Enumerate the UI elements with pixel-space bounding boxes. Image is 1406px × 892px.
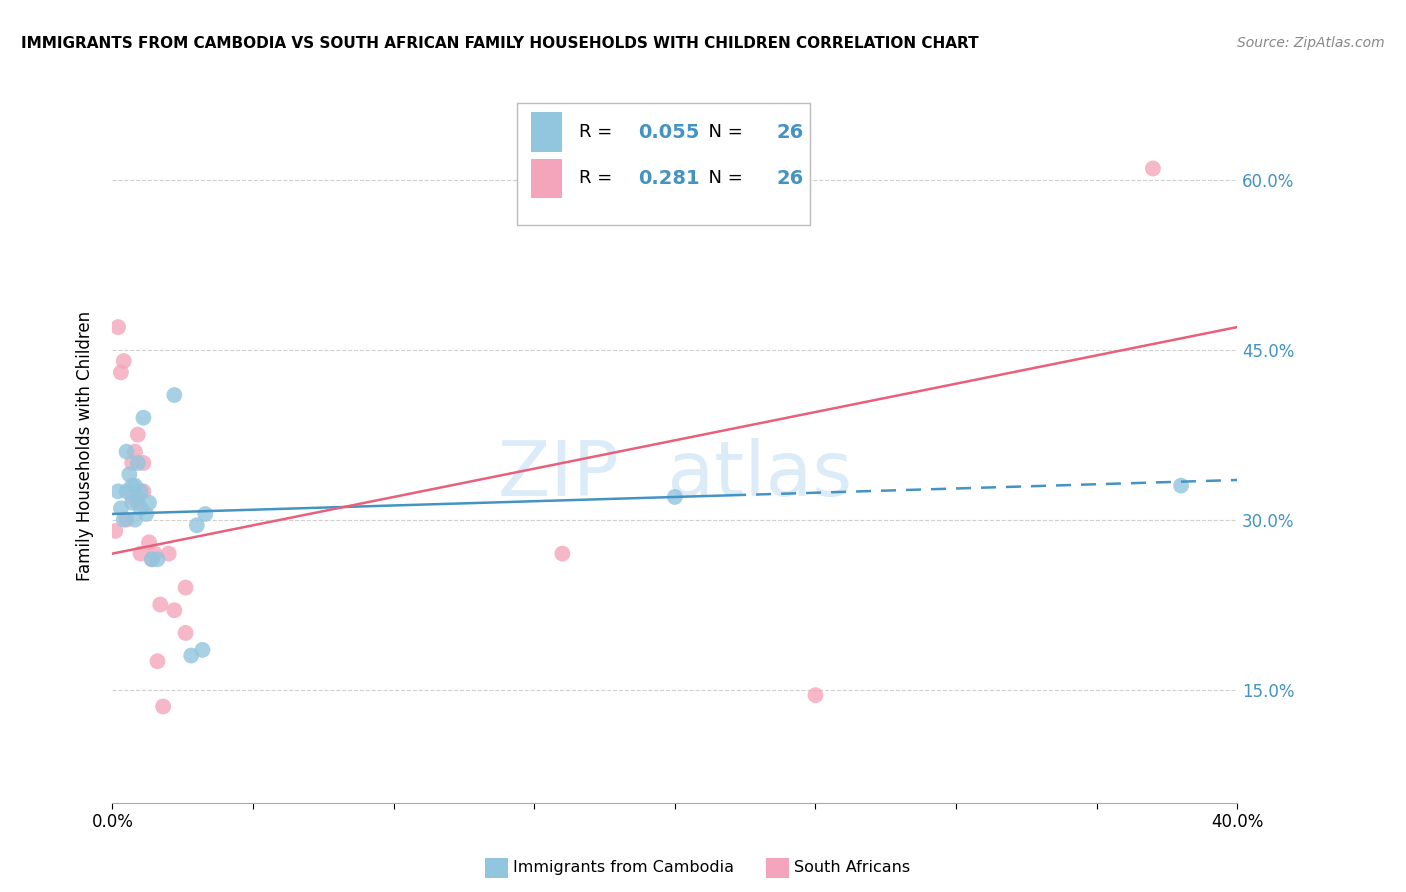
Text: R =: R = <box>579 123 619 141</box>
Point <box>191 643 214 657</box>
Text: IMMIGRANTS FROM CAMBODIA VS SOUTH AFRICAN FAMILY HOUSEHOLDS WITH CHILDREN CORREL: IMMIGRANTS FROM CAMBODIA VS SOUTH AFRICA… <box>21 36 979 51</box>
Point <box>132 410 155 425</box>
Point <box>174 626 197 640</box>
Point <box>129 501 152 516</box>
Point <box>110 501 132 516</box>
Text: N =: N = <box>697 123 749 141</box>
Point <box>1170 478 1192 492</box>
Point <box>138 495 160 509</box>
Point <box>107 320 129 334</box>
Point <box>146 552 169 566</box>
Point <box>127 495 149 509</box>
Point <box>121 495 143 509</box>
FancyBboxPatch shape <box>517 103 810 225</box>
Text: R =: R = <box>579 169 619 187</box>
Point <box>104 524 127 538</box>
Point <box>110 365 132 379</box>
Point <box>186 518 208 533</box>
Point <box>664 490 686 504</box>
Text: Immigrants from Cambodia: Immigrants from Cambodia <box>513 861 734 875</box>
Y-axis label: Family Households with Children: Family Households with Children <box>76 311 94 581</box>
Point <box>124 513 146 527</box>
Point <box>157 547 180 561</box>
Point <box>127 456 149 470</box>
Text: Source: ZipAtlas.com: Source: ZipAtlas.com <box>1237 36 1385 50</box>
Point <box>143 547 166 561</box>
Point <box>132 484 155 499</box>
Point <box>115 444 138 458</box>
Point <box>112 513 135 527</box>
Text: 0.055: 0.055 <box>638 122 699 142</box>
Point <box>141 552 163 566</box>
Point <box>124 478 146 492</box>
Point <box>121 478 143 492</box>
Text: 26: 26 <box>776 122 803 142</box>
Point <box>124 444 146 458</box>
Point <box>551 547 574 561</box>
Point <box>135 507 157 521</box>
Point <box>138 535 160 549</box>
Text: N =: N = <box>697 169 749 187</box>
Point <box>180 648 202 663</box>
Point <box>152 699 174 714</box>
FancyBboxPatch shape <box>531 112 562 152</box>
Point <box>121 456 143 470</box>
Point <box>146 654 169 668</box>
Point <box>194 507 217 521</box>
Point <box>121 490 143 504</box>
Point <box>163 603 186 617</box>
Point <box>115 484 138 499</box>
Point <box>118 467 141 482</box>
Point <box>163 388 186 402</box>
Point <box>132 456 155 470</box>
Text: South Africans: South Africans <box>794 861 911 875</box>
Point <box>127 490 149 504</box>
Point <box>141 552 163 566</box>
Point <box>174 581 197 595</box>
Point <box>129 547 152 561</box>
Point <box>127 427 149 442</box>
Point <box>1142 161 1164 176</box>
Point <box>804 688 827 702</box>
Text: 0.281: 0.281 <box>638 169 699 188</box>
Point <box>115 513 138 527</box>
FancyBboxPatch shape <box>531 159 562 198</box>
Point <box>149 598 172 612</box>
Text: ZIP  atlas: ZIP atlas <box>498 438 852 511</box>
Point <box>107 484 129 499</box>
Point <box>112 354 135 368</box>
Point <box>129 484 152 499</box>
Text: 26: 26 <box>776 169 803 188</box>
